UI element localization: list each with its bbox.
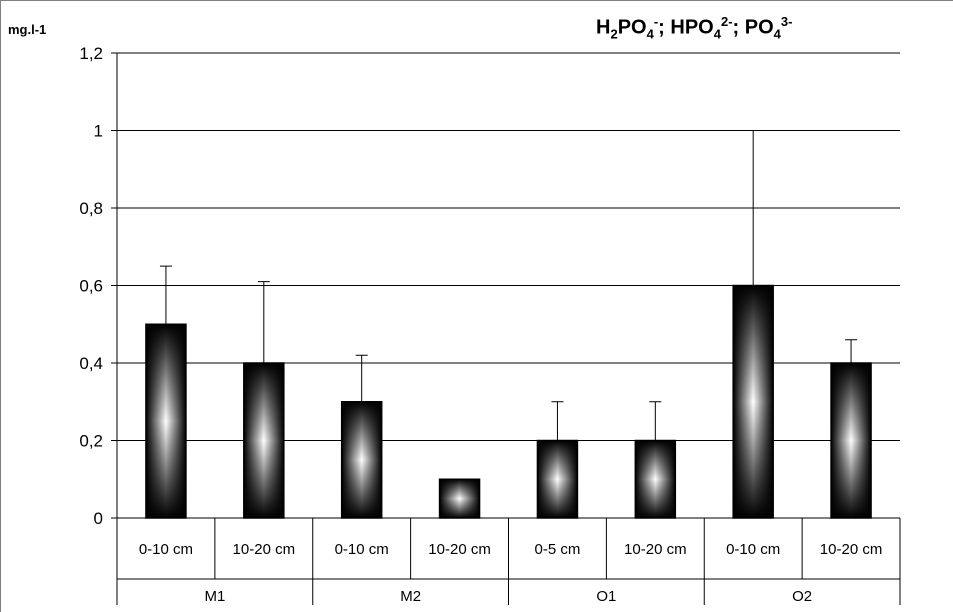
chart-title-part: 2	[610, 26, 618, 42]
x-category-label: 10-20 cm	[820, 541, 883, 558]
bar	[634, 439, 677, 519]
x-group-label: M2	[400, 588, 421, 605]
chart-title-part: PO	[617, 16, 647, 39]
bar	[732, 284, 774, 519]
y-tick-label: 0	[94, 509, 103, 528]
y-tick-label: 0,8	[79, 199, 103, 218]
chart-title-part: ; HPO	[658, 16, 714, 39]
y-tick-label: 1	[94, 122, 103, 141]
y-axis-unit-label: mg.l-1	[8, 22, 47, 37]
chart-title-part: 4	[773, 26, 781, 42]
y-tick-label: 0,2	[79, 432, 103, 451]
bar	[145, 323, 187, 519]
bar-shade	[635, 440, 676, 518]
bar-shade	[439, 479, 480, 518]
bar-shade	[243, 363, 284, 518]
x-category-label: 0-10 cm	[726, 541, 780, 558]
chart-title-part: -	[653, 14, 659, 29]
x-category-label: 10-20 cm	[233, 541, 296, 558]
x-category-label: 0-10 cm	[139, 541, 193, 558]
x-category-label: 10-20 cm	[428, 541, 491, 558]
bar	[340, 401, 383, 519]
chart-title-part: H	[596, 16, 611, 39]
bar-shade	[733, 285, 774, 518]
y-tick-label: 1,2	[79, 44, 103, 63]
bar	[536, 439, 579, 519]
chart-title-part: 4	[646, 26, 654, 42]
bar-shade	[831, 363, 872, 518]
y-tick-label: 0,6	[79, 277, 103, 296]
x-category-label: 0-10 cm	[335, 541, 389, 558]
bar-outline	[438, 478, 481, 519]
chart-title-part: 3-	[780, 14, 793, 29]
chart-title-part: 4	[713, 26, 721, 42]
bar	[438, 478, 481, 519]
bar-shade	[341, 401, 382, 518]
chart-title-part: 2-	[720, 14, 733, 29]
x-group-label: O1	[596, 588, 616, 605]
bar	[243, 362, 285, 519]
x-group-label: M1	[204, 588, 225, 605]
bar-shade	[537, 440, 578, 518]
x-group-label: O2	[792, 588, 812, 605]
bar-shade	[145, 324, 186, 518]
x-category-label: 10-20 cm	[624, 541, 687, 558]
chart-title: H2PO4-; HPO42-; PO43-	[596, 14, 792, 42]
y-tick-label: 0,4	[79, 354, 103, 373]
x-category-label: 0-5 cm	[535, 541, 581, 558]
chart-title-part: ; PO	[732, 16, 774, 39]
bar	[830, 362, 872, 519]
